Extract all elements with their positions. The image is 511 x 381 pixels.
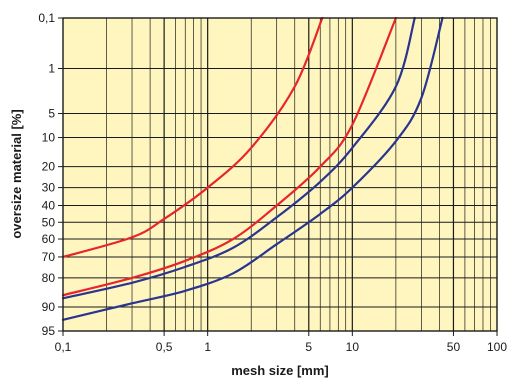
x-tick-label: 10 [346, 340, 360, 354]
y-tick-label: 70 [42, 250, 56, 264]
x-tick-label: 5 [305, 340, 312, 354]
y-tick-label: 30 [42, 181, 56, 195]
y-tick-label: 1 [48, 61, 55, 75]
y-tick-label: 40 [42, 199, 56, 213]
y-tick-label: 90 [42, 300, 56, 314]
x-tick-label: 100 [487, 340, 507, 354]
x-tick-labels: 0,1 0,5 1 5 10 50 100 [55, 331, 507, 354]
series-line-4 [61, 16, 444, 321]
y-tick-label: 80 [42, 271, 56, 285]
series-layer [61, 16, 444, 321]
y-tick-label: 95 [42, 324, 56, 338]
y-tick-labels: 0,1 1 5 10 20 30 40 50 60 70 80 90 95 [38, 11, 63, 338]
y-tick-label: 5 [48, 107, 55, 121]
series-line-1 [61, 16, 324, 259]
y-tick-label: 60 [42, 232, 56, 246]
series-line-2 [61, 16, 397, 297]
plot-frame [62, 17, 498, 332]
x-tick-label: 0,1 [55, 340, 72, 354]
grid [63, 18, 497, 331]
y-tick-label: 0,1 [38, 11, 55, 25]
y-tick-label: 50 [42, 215, 56, 229]
y-tick-label: 10 [42, 131, 56, 145]
series-line-3 [61, 16, 416, 300]
plot-background [63, 18, 497, 331]
x-tick-label: 0,5 [156, 340, 173, 354]
x-tick-label: 1 [204, 340, 211, 354]
y-tick-label: 20 [42, 160, 56, 174]
y-axis-label: oversize material [%] [9, 109, 24, 238]
x-axis-label: mesh size [mm] [231, 363, 329, 378]
x-tick-label: 50 [447, 340, 461, 354]
